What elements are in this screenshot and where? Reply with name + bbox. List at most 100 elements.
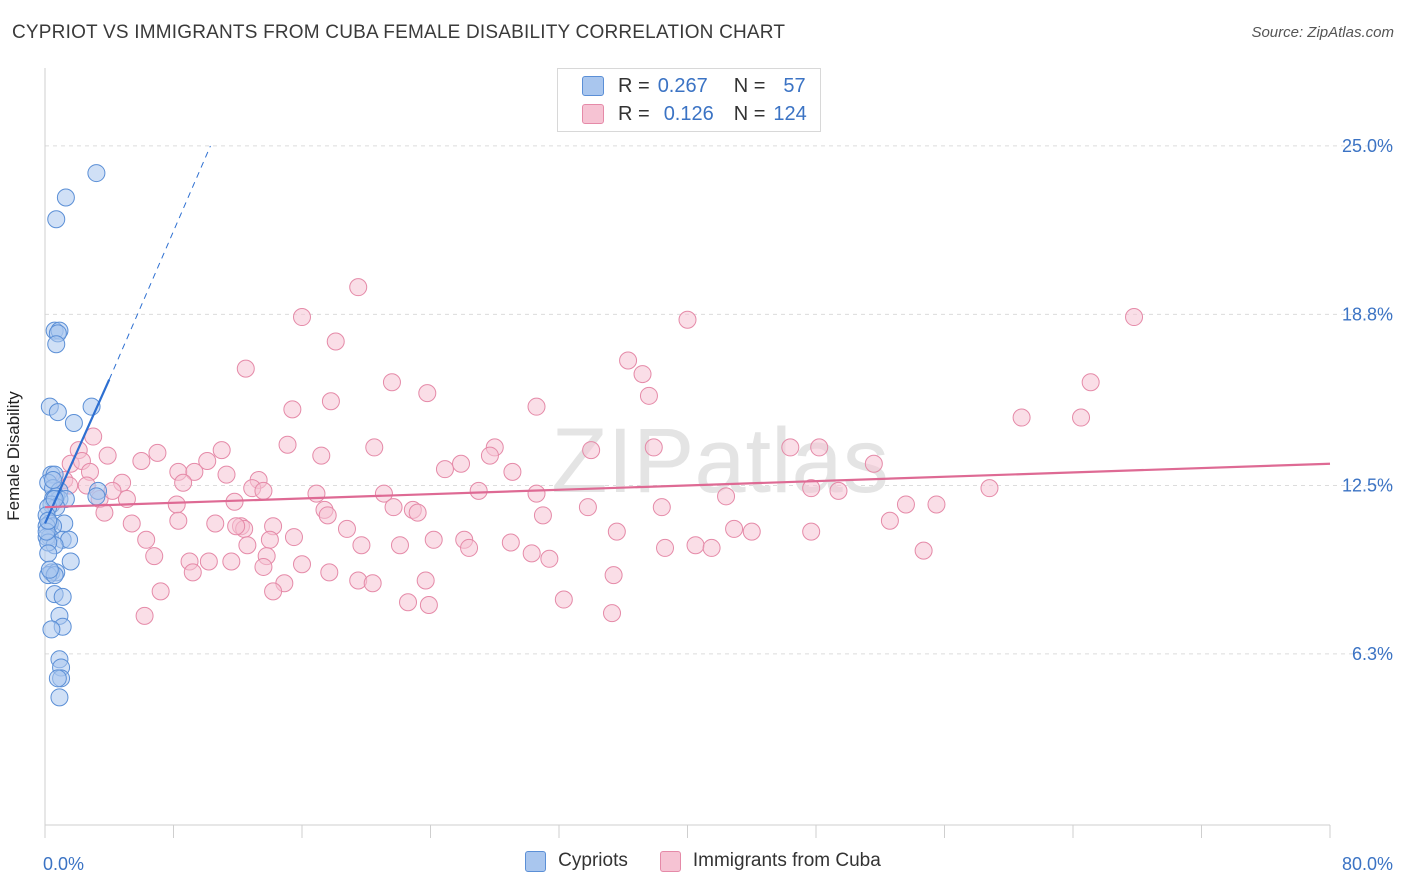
cuba-point	[452, 454, 471, 473]
cuba-point	[183, 563, 202, 582]
cypriots-swatch	[582, 76, 604, 96]
cuba-point	[686, 536, 705, 555]
cuba-point	[460, 538, 479, 557]
cuba-point	[802, 522, 821, 541]
cuba-point	[419, 595, 438, 614]
cuba-point	[337, 519, 356, 538]
cuba-point	[896, 495, 915, 514]
cuba-point	[810, 438, 829, 457]
chart-title: CYPRIOT VS IMMIGRANTS FROM CUBA FEMALE D…	[12, 22, 786, 43]
y-tick-label: 12.5%	[1342, 475, 1393, 495]
cuba-point	[227, 517, 246, 536]
y-tick-label: 6.3%	[1352, 644, 1393, 664]
cuba-point	[725, 519, 744, 538]
cuba-point	[1125, 308, 1144, 327]
cuba-point	[480, 446, 499, 465]
cuba-point	[145, 547, 164, 566]
cuba-point	[318, 506, 337, 525]
cypriots-trend-extension	[108, 145, 211, 380]
cypriot-point	[87, 164, 106, 183]
x-tick-label: 80.0%	[1342, 854, 1393, 874]
cuba-point	[742, 522, 761, 541]
cuba-point	[416, 571, 435, 590]
cuba-point	[185, 462, 204, 481]
cuba-point	[880, 511, 899, 530]
cuba-point	[384, 498, 403, 517]
cuba-point	[527, 484, 546, 503]
cuba-point	[702, 538, 721, 557]
legend-item-cypriots[interactable]: Cypriots	[525, 850, 628, 872]
cuba-point	[607, 522, 626, 541]
cuba-point	[206, 514, 225, 533]
cuba-point	[533, 506, 552, 525]
cuba-point	[365, 438, 384, 457]
cuba-point	[135, 606, 154, 625]
cuba-swatch	[582, 104, 604, 124]
cuba-point	[217, 465, 236, 484]
cypriot-point	[39, 511, 58, 530]
legend-item-cuba[interactable]: Immigrants from Cuba	[659, 850, 881, 872]
grid	[45, 145, 1392, 655]
y-tick-label: 25.0%	[1342, 136, 1393, 156]
correlation-legend: R = 0.267 N = 57 R = 0.126 N = 124	[557, 68, 821, 132]
cuba-point	[1012, 408, 1031, 427]
cuba-point	[312, 446, 331, 465]
series-legend: Cypriots Immigrants from Cuba	[0, 850, 1406, 872]
legend-row-cypriots: R = 0.267 N = 57	[582, 74, 806, 98]
cypriot-point	[53, 587, 72, 606]
cypriot-point	[48, 669, 67, 688]
cuba-point	[619, 351, 638, 370]
cypriot-point	[47, 210, 66, 229]
cuba-point	[633, 365, 652, 384]
x-tick-label: 0.0%	[43, 854, 84, 874]
cypriots-swatch	[525, 850, 547, 872]
cuba-point	[260, 530, 279, 549]
cuba-point	[927, 495, 946, 514]
cuba-point	[652, 498, 671, 517]
legend-row-cuba: R = 0.126 N = 124	[582, 102, 807, 126]
y-tick-label: 18.8%	[1342, 304, 1393, 324]
cuba-point	[132, 452, 151, 471]
cuba-point	[382, 373, 401, 392]
cuba-point	[137, 530, 156, 549]
cypriot-point	[40, 560, 59, 579]
cuba-point	[95, 503, 114, 522]
cuba-point	[418, 384, 437, 403]
cuba-point	[198, 452, 217, 471]
cuba-point	[678, 310, 697, 329]
cypriot-point	[87, 487, 106, 506]
legend-label: Immigrants from Cuba	[692, 850, 881, 871]
n-label: N =	[733, 102, 766, 125]
cuba-point	[980, 479, 999, 498]
cuba-point	[293, 308, 311, 327]
cuba-point	[174, 473, 193, 492]
cuba-point	[264, 582, 283, 601]
cuba-point	[435, 460, 454, 479]
n-value: 57	[783, 74, 806, 97]
cuba-point	[212, 441, 231, 460]
r-value: 0.267	[657, 74, 708, 97]
cuba-point	[522, 544, 541, 563]
cypriot-point	[48, 403, 67, 422]
cypriot-point	[42, 620, 61, 639]
r-value: 0.126	[663, 102, 714, 125]
n-value: 124	[773, 102, 807, 125]
cuba-point	[326, 332, 345, 351]
series-cuba	[55, 278, 1144, 625]
cuba-point	[98, 446, 117, 465]
cuba-point	[829, 481, 848, 500]
cuba-point	[307, 484, 326, 503]
cuba-point	[321, 392, 340, 411]
cypriot-point	[56, 188, 75, 207]
cuba-point	[238, 536, 257, 555]
cuba-point	[603, 604, 622, 623]
cypriot-point	[64, 413, 83, 432]
cypriots-trend-line	[43, 379, 111, 524]
cuba-point	[604, 566, 623, 585]
cuba-point	[578, 498, 597, 517]
cuba-point	[167, 495, 186, 514]
r-label: R =	[618, 102, 650, 125]
cuba-trend-line	[44, 462, 1331, 509]
cuba-point	[639, 386, 658, 405]
